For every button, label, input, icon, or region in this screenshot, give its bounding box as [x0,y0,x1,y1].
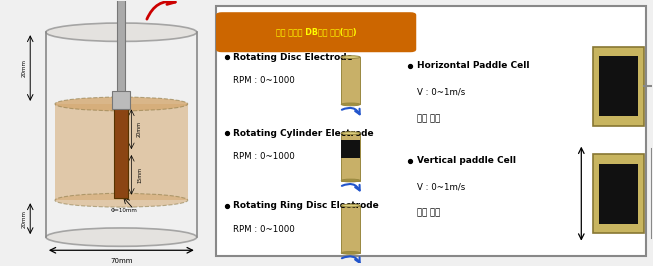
Text: 15mm: 15mm [137,167,142,183]
Ellipse shape [55,97,187,111]
Text: RPM : 0~1000: RPM : 0~1000 [233,225,295,234]
Text: 85mm: 85mm [0,123,2,146]
Text: RPM : 0~1000: RPM : 0~1000 [233,76,295,85]
FancyArrowPatch shape [342,256,360,263]
Bar [215,6,646,256]
Bar [599,56,638,116]
Text: 20mm: 20mm [22,210,26,228]
Text: 20mm: 20mm [137,121,142,137]
Text: 패들 형태: 패들 형태 [417,114,440,123]
Ellipse shape [342,204,360,207]
Bar [342,133,360,181]
Bar [118,0,125,107]
Ellipse shape [342,132,360,135]
Text: V : 0~1m/s: V : 0~1m/s [417,182,465,192]
Bar [593,47,644,126]
Text: 20mm: 20mm [22,59,26,77]
Text: Rotating Ring Disc Electrode: Rotating Ring Disc Electrode [233,201,379,210]
Bar [342,206,360,253]
Bar [112,91,131,109]
Text: RPM : 0~1000: RPM : 0~1000 [233,152,295,161]
Text: V : 0~1m/s: V : 0~1m/s [417,88,465,97]
Text: Rotating Disc Electrode: Rotating Disc Electrode [233,53,353,62]
Ellipse shape [55,193,187,207]
Text: Horizontal Paddle Cell: Horizontal Paddle Cell [417,61,529,70]
FancyArrowPatch shape [342,108,360,114]
Ellipse shape [342,252,360,254]
Bar [342,140,360,158]
Bar [55,104,187,200]
Ellipse shape [342,103,360,106]
Text: 유동 도금액 DB개발 방인(실험): 유동 도금액 DB개발 방인(실험) [276,28,357,37]
Ellipse shape [46,23,197,41]
Text: Rotating Cylinder Electrode: Rotating Cylinder Electrode [233,129,374,138]
Bar [593,154,644,233]
Text: 70mm: 70mm [110,258,133,264]
Text: Vertical paddle Cell: Vertical paddle Cell [417,156,516,165]
Ellipse shape [342,56,360,59]
Bar [342,57,360,104]
Ellipse shape [342,179,360,182]
FancyArrowPatch shape [147,0,175,19]
Ellipse shape [46,228,197,246]
FancyBboxPatch shape [217,13,415,51]
Bar [599,164,638,224]
Ellipse shape [55,97,187,111]
Text: 패들 형태: 패들 형태 [417,209,440,218]
FancyArrowPatch shape [342,184,360,190]
Bar [114,107,128,198]
Text: Φ=10mm: Φ=10mm [111,208,138,213]
